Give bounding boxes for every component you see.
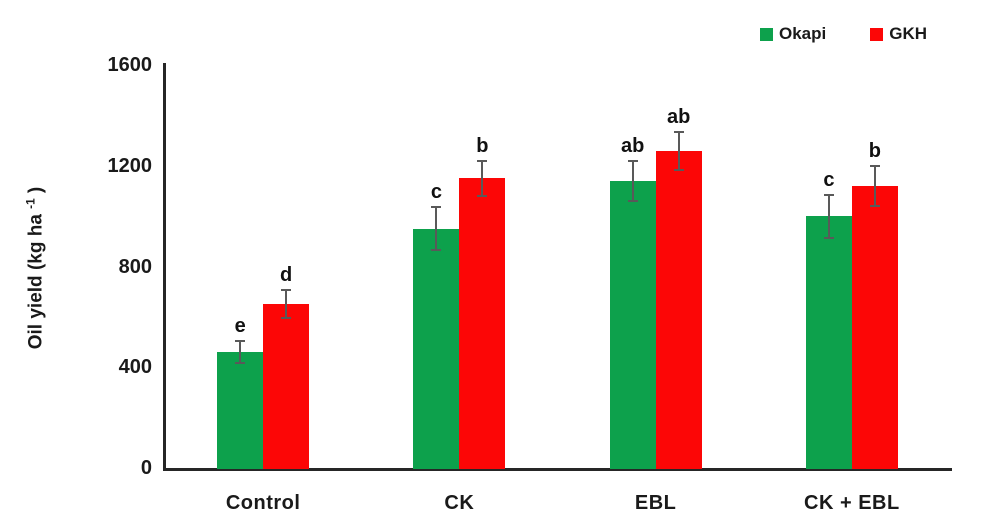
- significance-letter: b: [476, 134, 489, 157]
- bar-gkh-ck: [459, 178, 506, 469]
- bar-okapi-control: [217, 352, 264, 469]
- y-axis-title-superscript: -1: [24, 198, 38, 209]
- y-axis-tick-label: 0: [140, 457, 152, 479]
- error-bar-bottom-cap: [431, 249, 442, 252]
- error-bar-top-cap: [673, 130, 684, 133]
- error-bar-line: [239, 340, 242, 364]
- y-axis-title-suffix: ): [25, 186, 47, 199]
- significance-letter: b: [868, 139, 881, 162]
- bar-okapi-ck: [413, 228, 460, 469]
- significance-letter: c: [430, 181, 442, 204]
- error-bar-top-cap: [281, 289, 292, 292]
- error-bar-bottom-cap: [673, 168, 684, 171]
- significance-letter: e: [234, 314, 246, 337]
- error-bar-top-cap: [431, 206, 442, 209]
- error-bar-top-cap: [235, 339, 246, 342]
- significance-letter: ab: [620, 134, 645, 157]
- error-bar-line: [481, 160, 484, 196]
- y-axis-tick-label: 1200: [107, 154, 153, 177]
- x-axis-category-label: CK: [444, 492, 475, 514]
- error-bar-line: [873, 165, 876, 207]
- error-bar-bottom-cap: [477, 194, 488, 197]
- error-bar-top-cap: [869, 164, 880, 167]
- error-bar-line: [435, 207, 438, 251]
- legend-label-gkh: GKH: [889, 24, 928, 43]
- error-bar-top-cap: [627, 159, 638, 162]
- error-bar-line: [631, 160, 634, 201]
- y-axis-title-text: Oil yield (kg ha: [25, 208, 47, 350]
- bar-gkh-control: [263, 304, 310, 469]
- error-bar-line: [677, 131, 680, 170]
- y-axis-tick-label: 400: [118, 356, 152, 379]
- legend-item-okapi: Okapi: [760, 24, 826, 44]
- bar-gkh-ck-ebl: [851, 185, 898, 469]
- legend-item-gkh: GKH: [870, 24, 927, 44]
- error-bar-bottom-cap: [627, 200, 638, 202]
- x-axis-line: [163, 468, 952, 471]
- legend: Okapi GKH: [760, 24, 927, 44]
- significance-letter: d: [280, 264, 293, 287]
- y-axis-title: Oil yield (kg ha -1 ): [24, 187, 47, 350]
- x-axis-category-label: EBL: [634, 492, 677, 514]
- error-bar-bottom-cap: [235, 362, 246, 365]
- y-axis-tick-label: 800: [118, 255, 152, 278]
- significance-letter: ab: [666, 105, 691, 128]
- error-bar-bottom-cap: [869, 205, 880, 208]
- y-axis-line: [163, 63, 166, 470]
- gkh-color-swatch: [870, 27, 884, 41]
- bar-okapi-ck-ebl: [805, 216, 852, 469]
- x-axis-category-label: CK + EBL: [804, 492, 900, 514]
- y-axis-tick-label: 1600: [107, 54, 153, 76]
- error-bar-bottom-cap: [823, 236, 834, 239]
- error-bar-line: [285, 290, 288, 319]
- significance-letter: c: [823, 168, 835, 191]
- error-bar-line: [827, 194, 830, 238]
- bar-gkh-ebl: [655, 150, 702, 469]
- bar-okapi-ebl: [609, 180, 656, 469]
- x-axis-category-label: Control: [225, 492, 301, 514]
- legend-label-okapi: Okapi: [779, 24, 827, 43]
- okapi-color-swatch: [760, 27, 773, 41]
- error-bar-top-cap: [477, 159, 488, 162]
- error-bar-bottom-cap: [281, 317, 292, 320]
- error-bar-top-cap: [823, 193, 834, 196]
